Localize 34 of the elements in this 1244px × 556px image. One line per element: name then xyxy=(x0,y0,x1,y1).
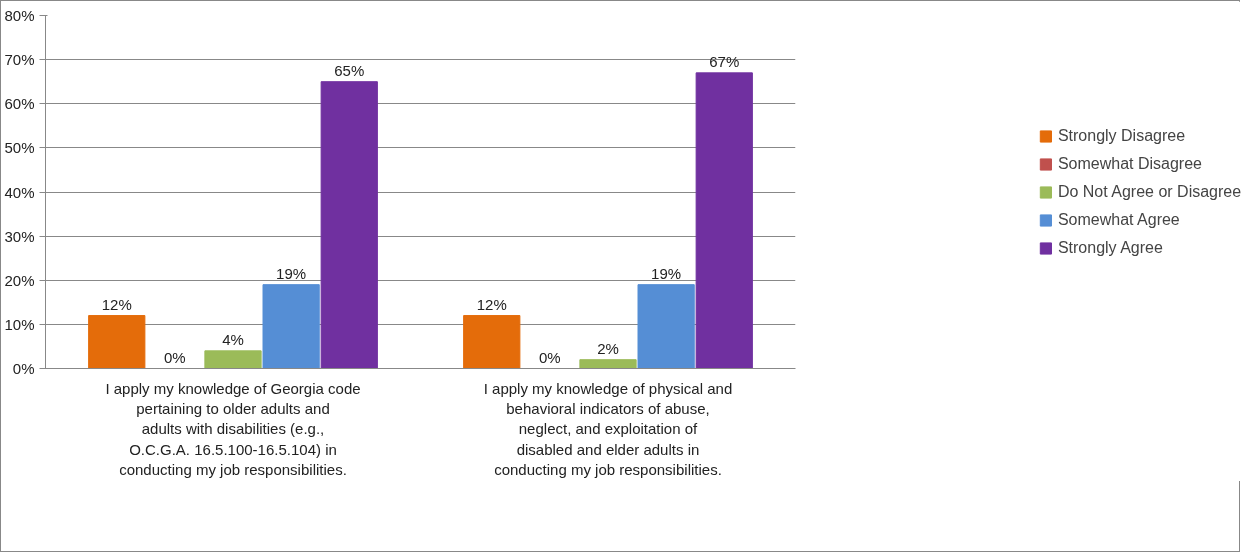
bar xyxy=(88,315,146,369)
data-label: 67% xyxy=(709,52,740,70)
data-label: 65% xyxy=(334,61,365,79)
x-tick-label: I apply my knowledge of Georgia code pertaining to older adults and adults with disabilities (e.g., O.C.G.A. 16.5.100-16.5.104) in conducting my job responsibilities. xyxy=(105,379,361,479)
y-tick-label: 30% xyxy=(4,227,35,245)
legend-label: Do Not Agree or Disagree xyxy=(1057,182,1242,201)
y-tick-label: 10% xyxy=(4,315,35,333)
data-label: 19% xyxy=(276,264,307,282)
data-label: 2% xyxy=(597,339,619,357)
data-label: 4% xyxy=(222,330,244,348)
data-label: 12% xyxy=(476,295,507,313)
bar xyxy=(320,81,378,369)
y-tick-label: 70% xyxy=(4,51,35,69)
x-tick-label: I apply my knowledge of physical and behavioral indicators of abuse, neglect, and exploitation of disabled and elder adults in conducting my job responsibilities. xyxy=(483,379,733,479)
legend-label: Somewhat Agree xyxy=(1057,210,1180,229)
y-tick-label: 50% xyxy=(4,139,35,157)
bar xyxy=(695,72,753,369)
data-label: 0% xyxy=(539,348,561,366)
bar xyxy=(637,284,695,369)
legend-label: Strongly Disagree xyxy=(1057,126,1186,145)
legend-label: Strongly Agree xyxy=(1057,238,1163,257)
y-tick-label: 60% xyxy=(4,95,35,113)
bar xyxy=(204,350,262,369)
y-tick-label: 80% xyxy=(4,7,35,24)
bar xyxy=(463,315,521,369)
y-tick-label: 40% xyxy=(4,183,35,201)
data-label: 0% xyxy=(164,348,186,366)
bar xyxy=(579,359,637,369)
y-tick-label: 0% xyxy=(12,360,35,377)
data-label: 19% xyxy=(651,264,682,282)
data-label: 12% xyxy=(101,295,132,313)
y-tick-label: 20% xyxy=(4,271,35,289)
bar xyxy=(262,284,320,369)
legend-label: Somewhat Disagree xyxy=(1057,154,1202,173)
